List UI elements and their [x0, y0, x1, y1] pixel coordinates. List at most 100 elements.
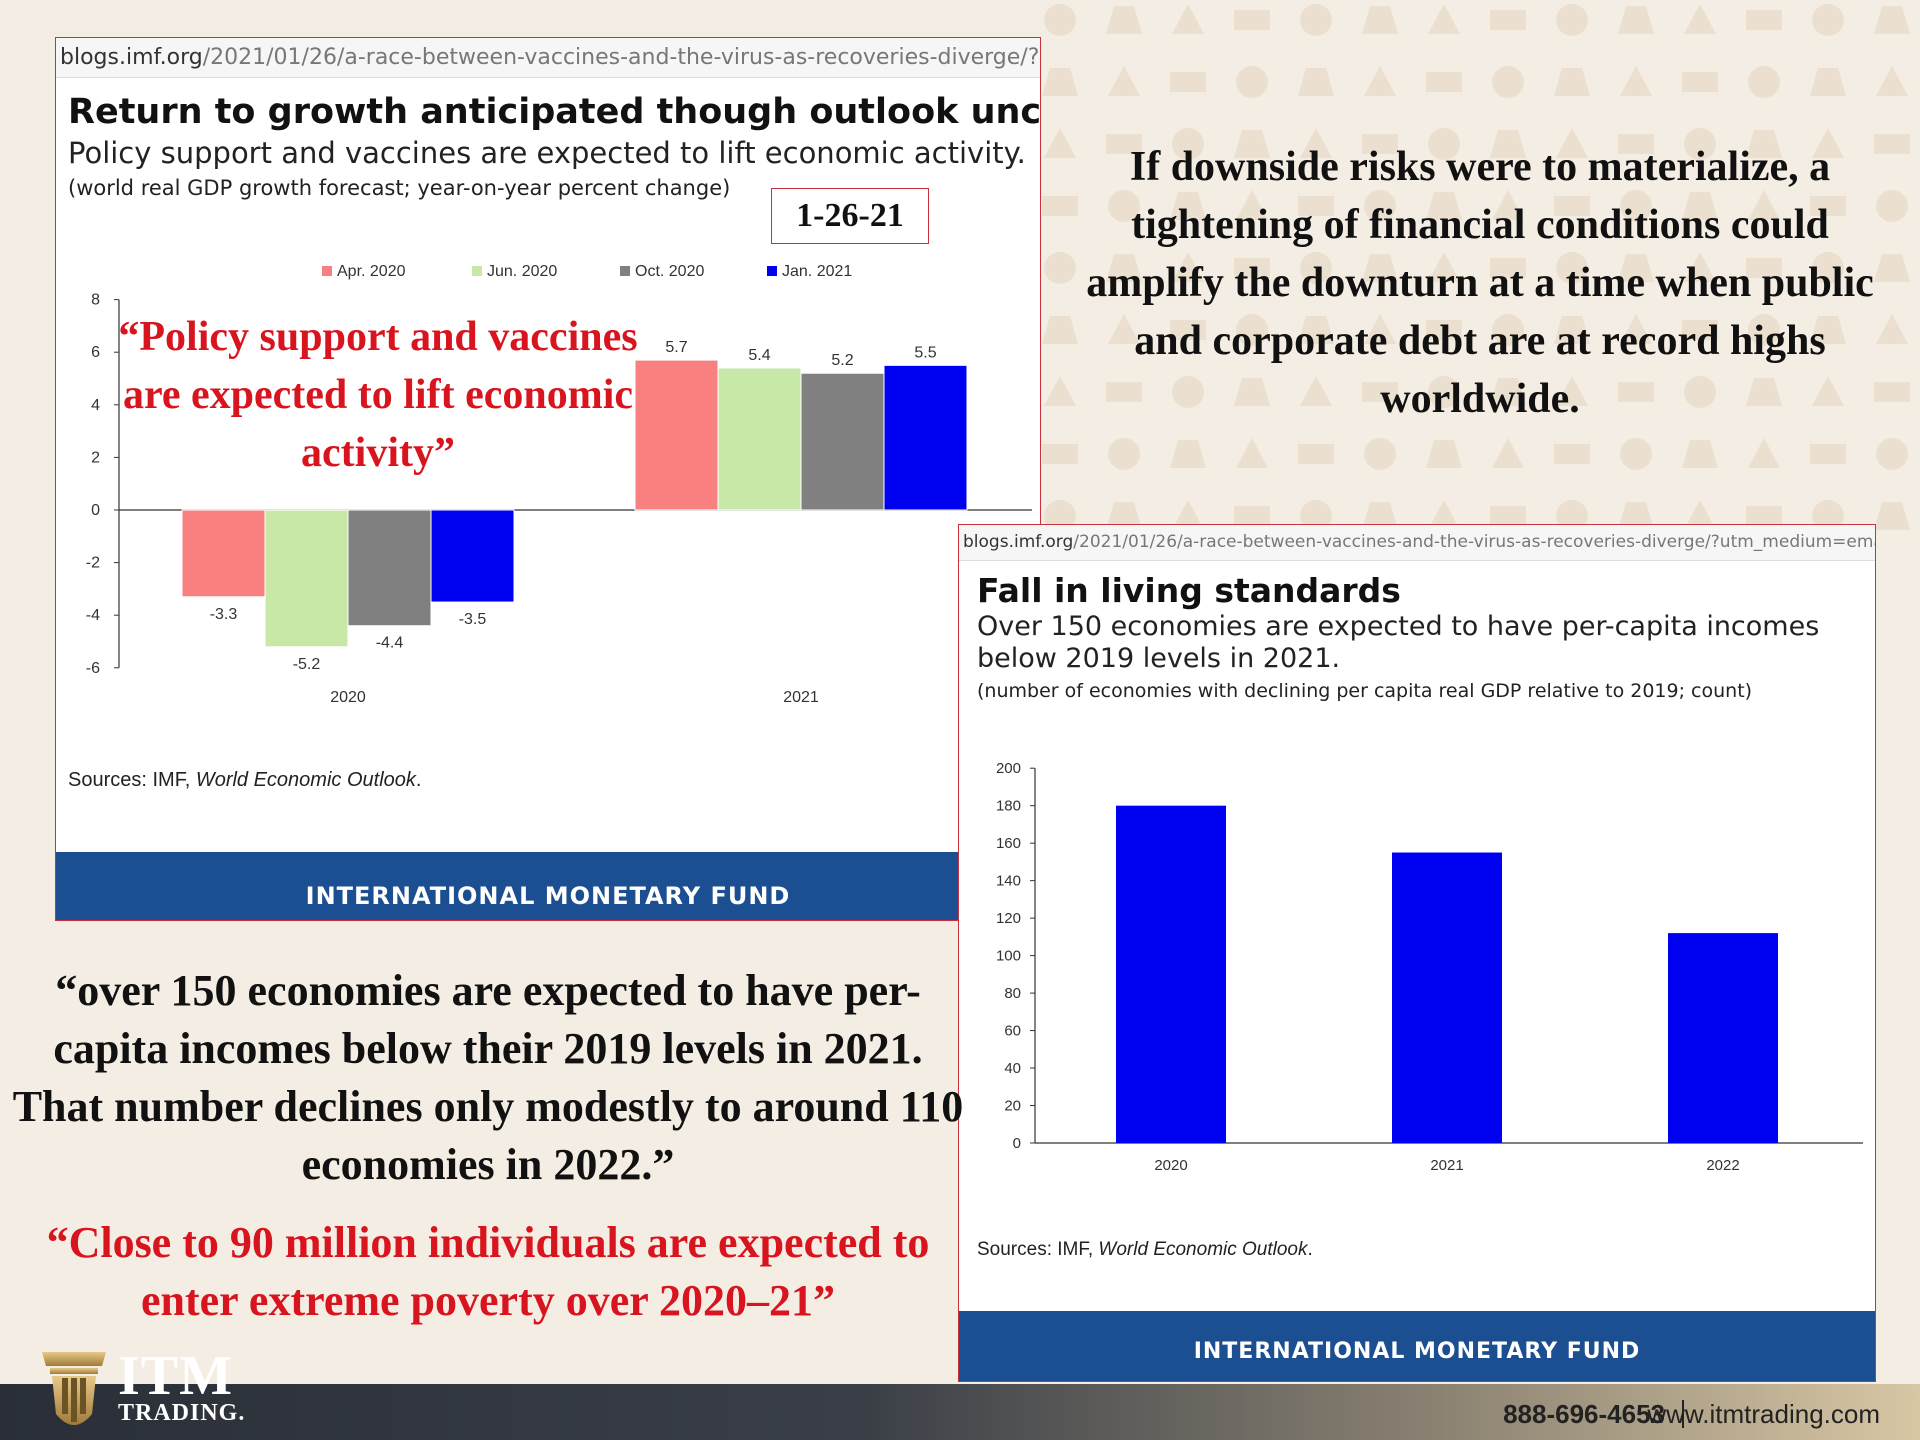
background-pattern-mark	[1042, 196, 1078, 216]
x-tick-label: 2022	[1706, 1157, 1739, 1174]
background-pattern-mark	[1044, 4, 1076, 36]
bar	[1392, 852, 1502, 1143]
source-title: World Economic Outlook	[195, 769, 416, 791]
chart-subtitle: Policy support and vaccines are expected…	[68, 136, 1026, 170]
y-tick-label: 8	[91, 292, 100, 309]
background-pattern-mark	[1172, 4, 1204, 34]
data-label: 5.7	[665, 339, 687, 356]
background-pattern-mark	[1172, 252, 1204, 282]
background-pattern-mark	[1810, 444, 1846, 464]
data-label: -3.5	[459, 611, 487, 628]
background-pattern-mark	[1684, 500, 1716, 530]
y-tick-label: -6	[86, 660, 100, 677]
gdp-growth-bar-chart: Apr. 2020 Jun. 2020 Oct. 2020 Jan. 2021 -6 -4…	[86, 263, 1032, 706]
background-pattern-mark	[1746, 506, 1782, 526]
background-pattern-mark	[1810, 196, 1846, 216]
background-pattern-mark	[1426, 440, 1462, 468]
chart-subtitle-line2: below 2019 levels in 2021.	[977, 643, 1341, 674]
background-pattern-mark	[1172, 128, 1204, 160]
url-path: /2021/01/26/a-race-between-vaccines-and-…	[202, 45, 1040, 70]
background-pattern-mark	[1234, 10, 1270, 30]
background-pattern-mark	[1490, 130, 1526, 158]
bar	[1116, 805, 1226, 1143]
background-pattern-mark	[1746, 10, 1782, 30]
background-pattern-mark	[1490, 258, 1526, 278]
y-tick-label: 6	[91, 344, 100, 361]
url-domain: blogs.imf.org	[60, 45, 203, 70]
imf-footer-band: INTERNATIONAL MONETARY FUND	[959, 1311, 1875, 1381]
background-pattern-mark	[1044, 376, 1076, 406]
background-pattern-mark	[1620, 314, 1652, 344]
background-pattern-mark	[1874, 134, 1910, 154]
background-pattern-mark	[1748, 314, 1780, 346]
background-pattern-mark	[1172, 376, 1204, 408]
background-pattern-mark	[1684, 376, 1716, 408]
y-tick-label: -4	[86, 607, 100, 624]
y-tick-label: -2	[86, 555, 100, 572]
background-pattern-mark	[1236, 438, 1268, 468]
background-pattern-mark	[1236, 190, 1268, 220]
x-tick-label: 2021	[783, 689, 819, 706]
url-path: /2021/01/26/a-race-between-vaccines-and-…	[1073, 532, 1875, 552]
source-url-bar[interactable]: blogs.imf.org/2021/01/26/a-race-between-…	[959, 525, 1875, 561]
background-pattern-mark	[1234, 378, 1270, 406]
bar	[1668, 933, 1778, 1143]
y-tick-label: 160	[996, 835, 1021, 852]
background-pattern-mark	[1492, 438, 1524, 468]
background-pattern-mark	[1234, 130, 1270, 158]
chart-source: Sources: IMF, World Economic Outlook.	[977, 1239, 1313, 1261]
chart-source: Sources: IMF, World Economic Outlook.	[68, 769, 421, 792]
y-tick-label: 140	[996, 873, 1021, 890]
y-tick-label: 0	[91, 502, 100, 519]
background-pattern-mark	[1618, 502, 1654, 530]
background-pattern-mark	[1106, 134, 1142, 154]
background-pattern-mark	[1620, 438, 1652, 470]
background-pattern-mark	[1106, 502, 1142, 530]
background-pattern-mark	[1618, 382, 1654, 402]
background-pattern-mark	[1748, 190, 1780, 220]
y-tick-label: 60	[1004, 1023, 1021, 1040]
logo-trading-text: TRADING.	[118, 1400, 246, 1426]
background-pattern-mark	[1428, 4, 1460, 34]
economies-quote: “over 150 economies are expected to have…	[12, 966, 964, 1189]
background-pattern-mark	[1362, 134, 1398, 154]
legend-label: Jun. 2020	[487, 263, 557, 280]
background-pattern-mark	[1428, 376, 1460, 408]
phone-number[interactable]: 888-696-4653	[1503, 1399, 1665, 1429]
background-pattern-mark	[1234, 258, 1270, 278]
background-pattern-mark	[1810, 316, 1846, 344]
background-pattern-mark	[1108, 314, 1140, 344]
logo-itm-text: ITM	[118, 1345, 233, 1407]
website-link[interactable]: www.itmtrading.com	[1647, 1399, 1880, 1429]
poverty-quote: “Close to 90 million individuals are exp…	[46, 1218, 930, 1325]
background-pattern-mark	[1298, 68, 1334, 96]
chart-title: Return to growth anticipated though outl…	[68, 92, 1041, 132]
background-pattern-mark	[1428, 500, 1460, 530]
background-pattern-mark	[1362, 254, 1398, 282]
background-pattern-mark	[1300, 4, 1332, 36]
background-pattern-mark	[1812, 128, 1844, 158]
background-pattern-mark	[1426, 320, 1462, 340]
background-pattern-mark	[1108, 438, 1140, 470]
background-pattern-mark	[1170, 72, 1206, 92]
background-pattern-mark	[1044, 128, 1076, 158]
y-tick-label: 200	[996, 760, 1021, 777]
itm-logo-pillar-icon	[42, 1352, 106, 1425]
background-pattern-mark	[1236, 314, 1268, 346]
background-pattern-mark	[1556, 252, 1588, 284]
background-pattern-mark	[1492, 190, 1524, 220]
background-pattern-mark	[1874, 382, 1910, 402]
legend-swatch	[620, 266, 630, 276]
background-pattern-mark	[1490, 378, 1526, 406]
background-pattern-mark	[1236, 66, 1268, 98]
background-pattern-mark	[1042, 444, 1078, 464]
background-pattern-mark	[1554, 316, 1590, 344]
background-pattern-mark	[1428, 252, 1460, 282]
background-pattern-mark	[1812, 376, 1844, 406]
source-url-bar[interactable]: blogs.imf.org/2021/01/26/a-race-between-…	[56, 38, 1040, 78]
background-pattern-mark	[1106, 6, 1142, 34]
data-label: 5.5	[914, 344, 936, 361]
url-domain: blogs.imf.org	[963, 532, 1074, 552]
background-pattern-mark	[1108, 190, 1140, 222]
chart-subtitle-line1: Over 150 economies are expected to have …	[977, 611, 1820, 642]
